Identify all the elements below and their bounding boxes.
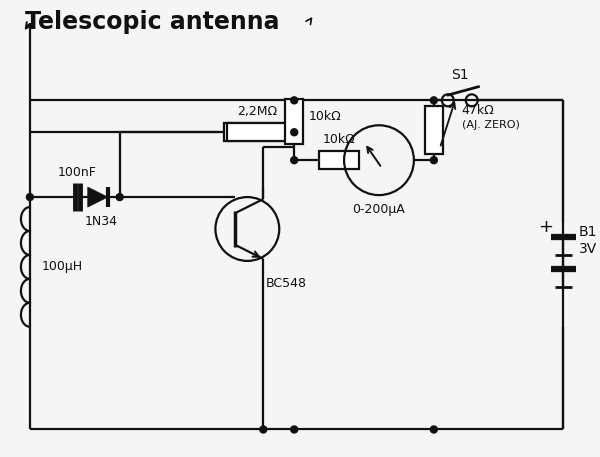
Text: 100nF: 100nF	[58, 166, 97, 179]
Circle shape	[26, 194, 34, 201]
Text: BC548: BC548	[265, 277, 306, 290]
Bar	[224, 123, 289, 141]
Circle shape	[260, 426, 267, 433]
Text: B1: B1	[578, 225, 597, 239]
Text: 10kΩ: 10kΩ	[323, 133, 355, 146]
Bar	[227, 123, 287, 141]
Text: Telescopic antenna: Telescopic antenna	[25, 10, 280, 33]
Text: (AJ. ZERO): (AJ. ZERO)	[462, 120, 520, 130]
Text: 1N34: 1N34	[84, 215, 117, 228]
Polygon shape	[88, 187, 108, 207]
Circle shape	[116, 194, 123, 201]
Text: 3V: 3V	[578, 242, 597, 256]
Circle shape	[291, 129, 298, 136]
Circle shape	[291, 157, 298, 164]
Text: 100μH: 100μH	[42, 260, 83, 273]
Text: 2,2MΩ: 2,2MΩ	[237, 105, 277, 118]
Text: +: +	[538, 218, 553, 236]
Circle shape	[430, 97, 437, 104]
Text: 47kΩ: 47kΩ	[462, 104, 494, 117]
Circle shape	[291, 426, 298, 433]
Bar	[285, 99, 303, 144]
Text: S1: S1	[451, 69, 469, 82]
Circle shape	[430, 157, 437, 164]
Bar	[319, 151, 359, 169]
Text: 10kΩ: 10kΩ	[308, 110, 341, 123]
Circle shape	[291, 97, 298, 104]
Bar	[425, 106, 443, 154]
Circle shape	[430, 426, 437, 433]
Text: 0-200μA: 0-200μA	[353, 203, 406, 216]
